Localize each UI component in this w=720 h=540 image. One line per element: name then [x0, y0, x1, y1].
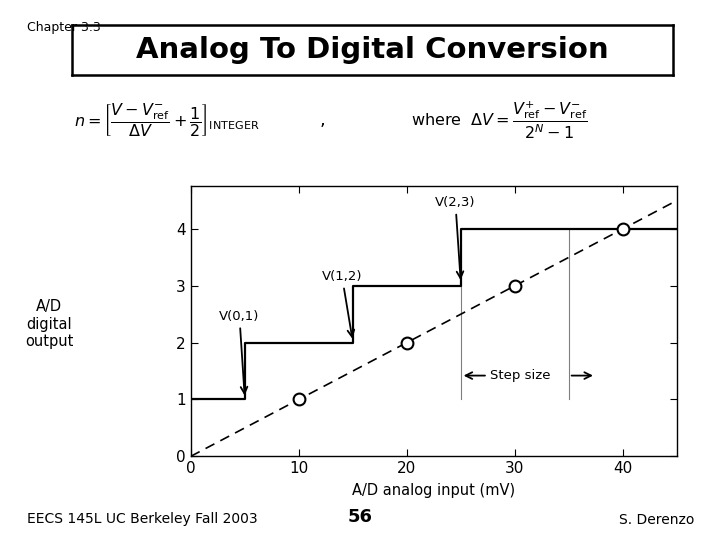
Text: V(2,3): V(2,3) — [435, 196, 476, 278]
Text: EECS 145L UC Berkeley Fall 2003: EECS 145L UC Berkeley Fall 2003 — [27, 512, 258, 526]
Text: A/D
digital
output: A/D digital output — [24, 299, 73, 349]
X-axis label: A/D analog input (mV): A/D analog input (mV) — [352, 483, 516, 498]
Text: S. Derenzo: S. Derenzo — [619, 512, 695, 526]
Text: V(1,2): V(1,2) — [322, 270, 362, 337]
Text: Step size: Step size — [490, 369, 551, 382]
Text: Chapter 3.3: Chapter 3.3 — [27, 21, 101, 33]
Text: $\mathrm{where}\ \ \Delta V = \dfrac{V_{\rm ref}^{+} - V_{\rm ref}^{-}}{2^{N} - : $\mathrm{where}\ \ \Delta V = \dfrac{V_{… — [411, 99, 588, 140]
Text: V(0,1): V(0,1) — [219, 310, 260, 394]
Text: $,$: $,$ — [319, 111, 325, 129]
Text: Analog To Digital Conversion: Analog To Digital Conversion — [136, 36, 609, 64]
Text: $n = \left[\dfrac{V - V_{\rm ref}^{-}}{\Delta V} + \dfrac{1}{2}\right]_{\rm INTE: $n = \left[\dfrac{V - V_{\rm ref}^{-}}{\… — [74, 101, 259, 139]
Text: 56: 56 — [348, 509, 372, 526]
